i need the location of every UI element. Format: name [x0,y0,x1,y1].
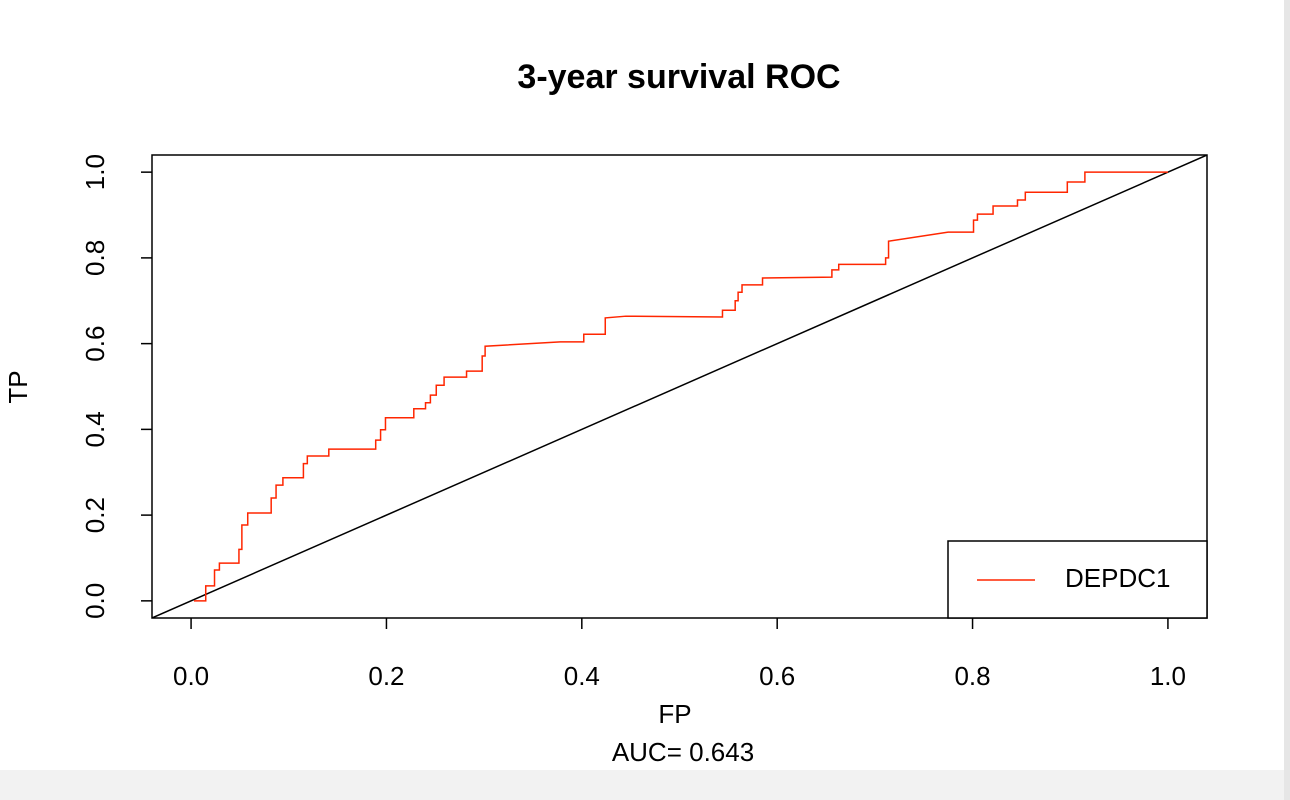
y-tick-label: 1.0 [80,154,110,190]
subtitle: AUC= 0.643 [612,737,754,767]
y-tick-label: 0.2 [80,497,110,533]
y-tick-label: 0.6 [80,326,110,362]
chart-title: 3-year survival ROC [517,58,840,96]
window-edge [1284,0,1290,800]
x-tick-label: 0.8 [954,661,990,691]
x-tick-label: 0.6 [759,661,795,691]
x-tick-label: 0.2 [368,661,404,691]
reference-diagonal [152,155,1207,618]
y-tick-label: 0.4 [80,411,110,447]
legend-label: DEPDC1 [1065,563,1170,593]
plot-box [151,154,1208,619]
y-tick-label: 0.8 [80,240,110,276]
x-axis-label: FP [658,699,691,729]
x-tick-label: 0.0 [173,661,209,691]
x-tick-label: 1.0 [1150,661,1186,691]
window-strip [0,770,1290,800]
y-axis-label: TP [3,370,33,403]
y-tick-label: 0.0 [80,583,110,619]
x-tick-label: 0.4 [564,661,600,691]
roc-line [194,171,1168,602]
